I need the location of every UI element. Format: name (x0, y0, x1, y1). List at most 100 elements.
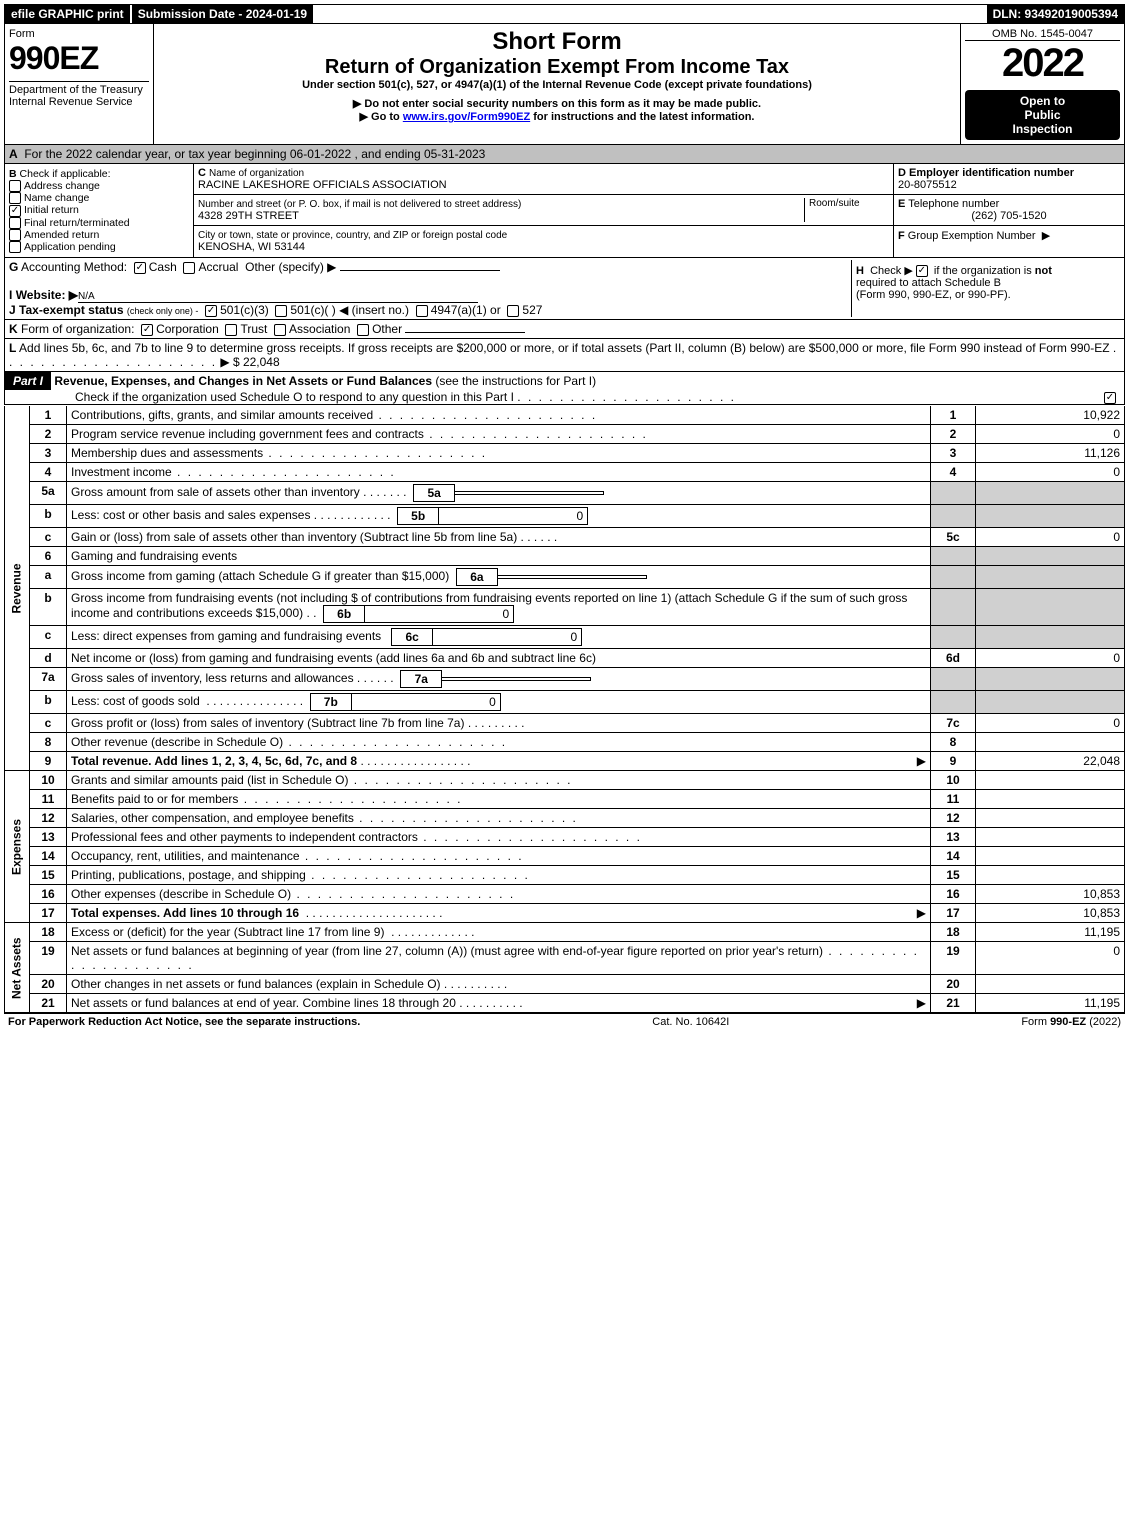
h3: required to attach Schedule B (856, 277, 1001, 289)
irs-link[interactable]: www.irs.gov/Form990EZ (403, 111, 530, 123)
page-footer: For Paperwork Reduction Act Notice, see … (4, 1013, 1125, 1030)
tax-year: 2022 (965, 41, 1120, 86)
lines-table: Revenue 1 Contributions, gifts, grants, … (4, 406, 1125, 1013)
checkbox-other[interactable] (357, 324, 369, 336)
part1-title: Revenue, Expenses, and Changes in Net As… (54, 374, 432, 388)
footer-left: For Paperwork Reduction Act Notice, see … (8, 1016, 360, 1028)
d-label: Employer identification number (909, 167, 1074, 179)
checkbox-accrual[interactable] (183, 262, 195, 274)
checkbox-trust[interactable] (225, 324, 237, 336)
website: N/A (78, 291, 478, 303)
checkbox-assoc[interactable] (274, 324, 286, 336)
section-b: B Check if applicable: Address change Na… (5, 164, 194, 257)
checkbox-corp[interactable] (141, 324, 153, 336)
e-label: Telephone number (908, 198, 999, 210)
a-text: For the 2022 calendar year, or tax year … (24, 147, 485, 161)
opt-address: Address change (24, 180, 100, 192)
opt-pending: Application pending (24, 241, 116, 253)
checkbox-cash[interactable] (134, 262, 146, 274)
irs: Internal Revenue Service (9, 96, 149, 108)
checkbox-h[interactable] (916, 265, 928, 277)
opt-name: Name change (24, 192, 89, 204)
short-form-title: Short Form (158, 28, 956, 56)
section-def: D Employer identification number 20-8075… (894, 164, 1124, 257)
checkbox-name-change[interactable] (9, 192, 21, 204)
f-arrow: ▶ (1042, 230, 1050, 242)
j-label: Tax-exempt status (19, 303, 123, 317)
addr-label: Number and street (or P. O. box, if mail… (198, 199, 521, 210)
l-value: $ 22,048 (233, 355, 280, 369)
h1: Check ▶ (870, 265, 913, 277)
part1-header: Part I Revenue, Expenses, and Changes in… (4, 372, 1125, 405)
checkbox-pending[interactable] (9, 241, 21, 253)
row-g: G Accounting Method: Cash Accrual Other … (4, 258, 1125, 320)
checkbox-501c3[interactable] (205, 305, 217, 317)
g-cash: Cash (149, 260, 177, 274)
checkbox-4947[interactable] (416, 305, 428, 317)
checkbox-address-change[interactable] (9, 180, 21, 192)
row-l: L Add lines 5b, 6c, and 7b to line 9 to … (4, 339, 1125, 372)
addr: 4328 29TH STREET (198, 210, 299, 222)
spacer (313, 5, 986, 23)
submission-date: Submission Date - 2024-01-19 (130, 5, 313, 23)
footer-right: Form 990-EZ (2022) (1021, 1016, 1121, 1028)
efile-print[interactable]: efile GRAPHIC print (5, 5, 130, 23)
city-label: City or town, state or province, country… (198, 230, 507, 241)
subtitle: Under section 501(c), 527, or 4947(a)(1)… (158, 79, 956, 91)
checkbox-part1[interactable] (1104, 392, 1116, 404)
header-left: Form 990EZ Department of the Treasury In… (5, 24, 154, 144)
part1-check: Check if the organization used Schedule … (5, 390, 514, 404)
k-label: Form of organization: (21, 322, 134, 336)
top-bar: efile GRAPHIC print Submission Date - 20… (4, 4, 1125, 24)
omb: OMB No. 1545-0047 (965, 28, 1120, 41)
h4: (Form 990, 990-EZ, or 990-PF). (856, 289, 1011, 301)
section-h: H Check ▶ if the organization is not req… (851, 260, 1120, 317)
h-not: not (1035, 265, 1052, 277)
info-grid: B Check if applicable: Address change Na… (4, 164, 1125, 258)
checkbox-501c[interactable] (275, 305, 287, 317)
form-label: Form (9, 28, 149, 40)
g-label: Accounting Method: (21, 260, 127, 274)
checkbox-amended[interactable] (9, 229, 21, 241)
checkbox-final-return[interactable] (9, 217, 21, 229)
row-k: K Form of organization: Corporation Trus… (4, 320, 1125, 339)
org-name: RACINE LAKESHORE OFFICIALS ASSOCIATION (198, 179, 447, 191)
j4: 527 (522, 303, 542, 317)
open1: Open to (969, 94, 1116, 108)
opt-amended: Amended return (24, 229, 99, 241)
header-right: OMB No. 1545-0047 2022 Open to Public In… (960, 24, 1124, 144)
return-title: Return of Organization Exempt From Incom… (158, 56, 956, 79)
k-other: Other (372, 322, 402, 336)
form-header: Form 990EZ Department of the Treasury In… (4, 24, 1125, 145)
goto-note: ▶ Go to www.irs.gov/Form990EZ for instru… (158, 110, 956, 123)
goto-post: for instructions and the latest informat… (530, 111, 754, 123)
footer-center: Cat. No. 10642I (652, 1016, 729, 1028)
open2: Public (969, 108, 1116, 122)
opt-final: Final return/terminated (24, 217, 130, 229)
j1: 501(c)(3) (220, 303, 269, 317)
i-label: Website: ▶ (16, 288, 78, 302)
city: KENOSHA, WI 53144 (198, 241, 305, 253)
line-1: Revenue 1 Contributions, gifts, grants, … (5, 406, 1125, 425)
dln: DLN: 93492019005394 (987, 5, 1124, 23)
h2: if the organization is (934, 265, 1035, 277)
netassets-label: Net Assets (5, 923, 30, 1013)
checkbox-527[interactable] (507, 305, 519, 317)
dept: Department of the Treasury (9, 81, 149, 96)
c-label: Name of organization (209, 168, 304, 179)
opt-initial: Initial return (24, 204, 79, 216)
header-center: Short Form Return of Organization Exempt… (154, 24, 960, 144)
checkbox-initial-return[interactable] (9, 205, 21, 217)
k-trust: Trust (240, 322, 267, 336)
row-a: A For the 2022 calendar year, or tax yea… (4, 145, 1125, 164)
g-other: Other (specify) ▶ (245, 260, 336, 274)
f-label: Group Exemption Number (908, 230, 1036, 242)
ssn-note: ▶ Do not enter social security numbers o… (158, 97, 956, 110)
j3: 4947(a)(1) or (431, 303, 501, 317)
k-corp: Corporation (156, 322, 219, 336)
j-sub: (check only one) - (127, 306, 199, 316)
j2: 501(c)( ) ◀ (insert no.) (290, 303, 409, 317)
part1-note: (see the instructions for Part I) (435, 374, 596, 388)
goto-pre: ▶ Go to (360, 111, 403, 123)
phone: (262) 705-1520 (898, 210, 1120, 222)
